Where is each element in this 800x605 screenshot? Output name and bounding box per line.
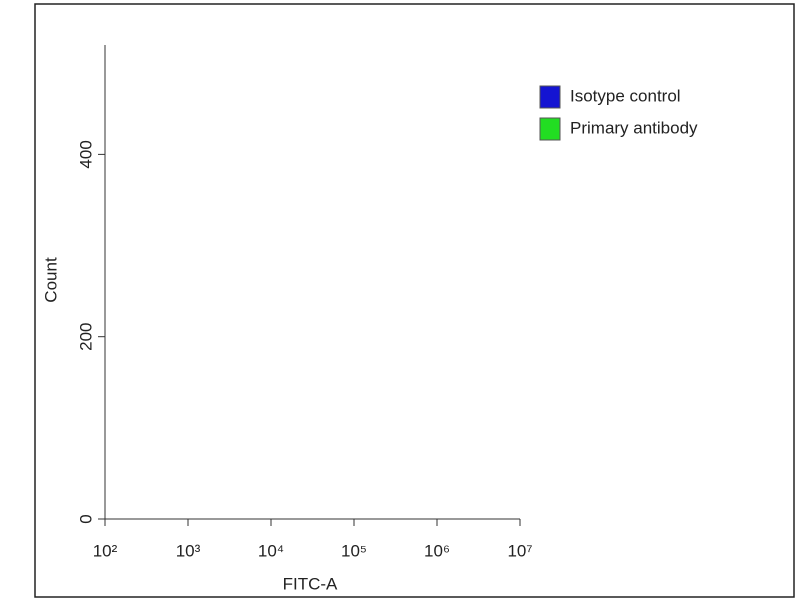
x-axis-label: FITC-A — [283, 574, 338, 593]
x-tick-label: 10⁵ — [341, 541, 367, 560]
x-tick-label: 10⁴ — [258, 541, 284, 560]
legend-swatch — [539, 85, 561, 109]
x-tick-label: 10⁷ — [507, 541, 532, 560]
legend-swatch — [539, 117, 561, 141]
y-axis-label: Count — [41, 257, 60, 303]
y-tick-label: 200 — [76, 323, 95, 351]
y-tick-label: 400 — [76, 140, 95, 168]
legend-label: Primary antibody — [570, 118, 698, 137]
y-tick-label: 0 — [76, 514, 95, 523]
x-tick-label: 10² — [93, 541, 118, 560]
x-tick-label: 10⁶ — [424, 541, 450, 560]
x-tick-label: 10³ — [176, 541, 201, 560]
legend-label: Isotype control — [570, 86, 681, 105]
frame — [34, 3, 795, 598]
